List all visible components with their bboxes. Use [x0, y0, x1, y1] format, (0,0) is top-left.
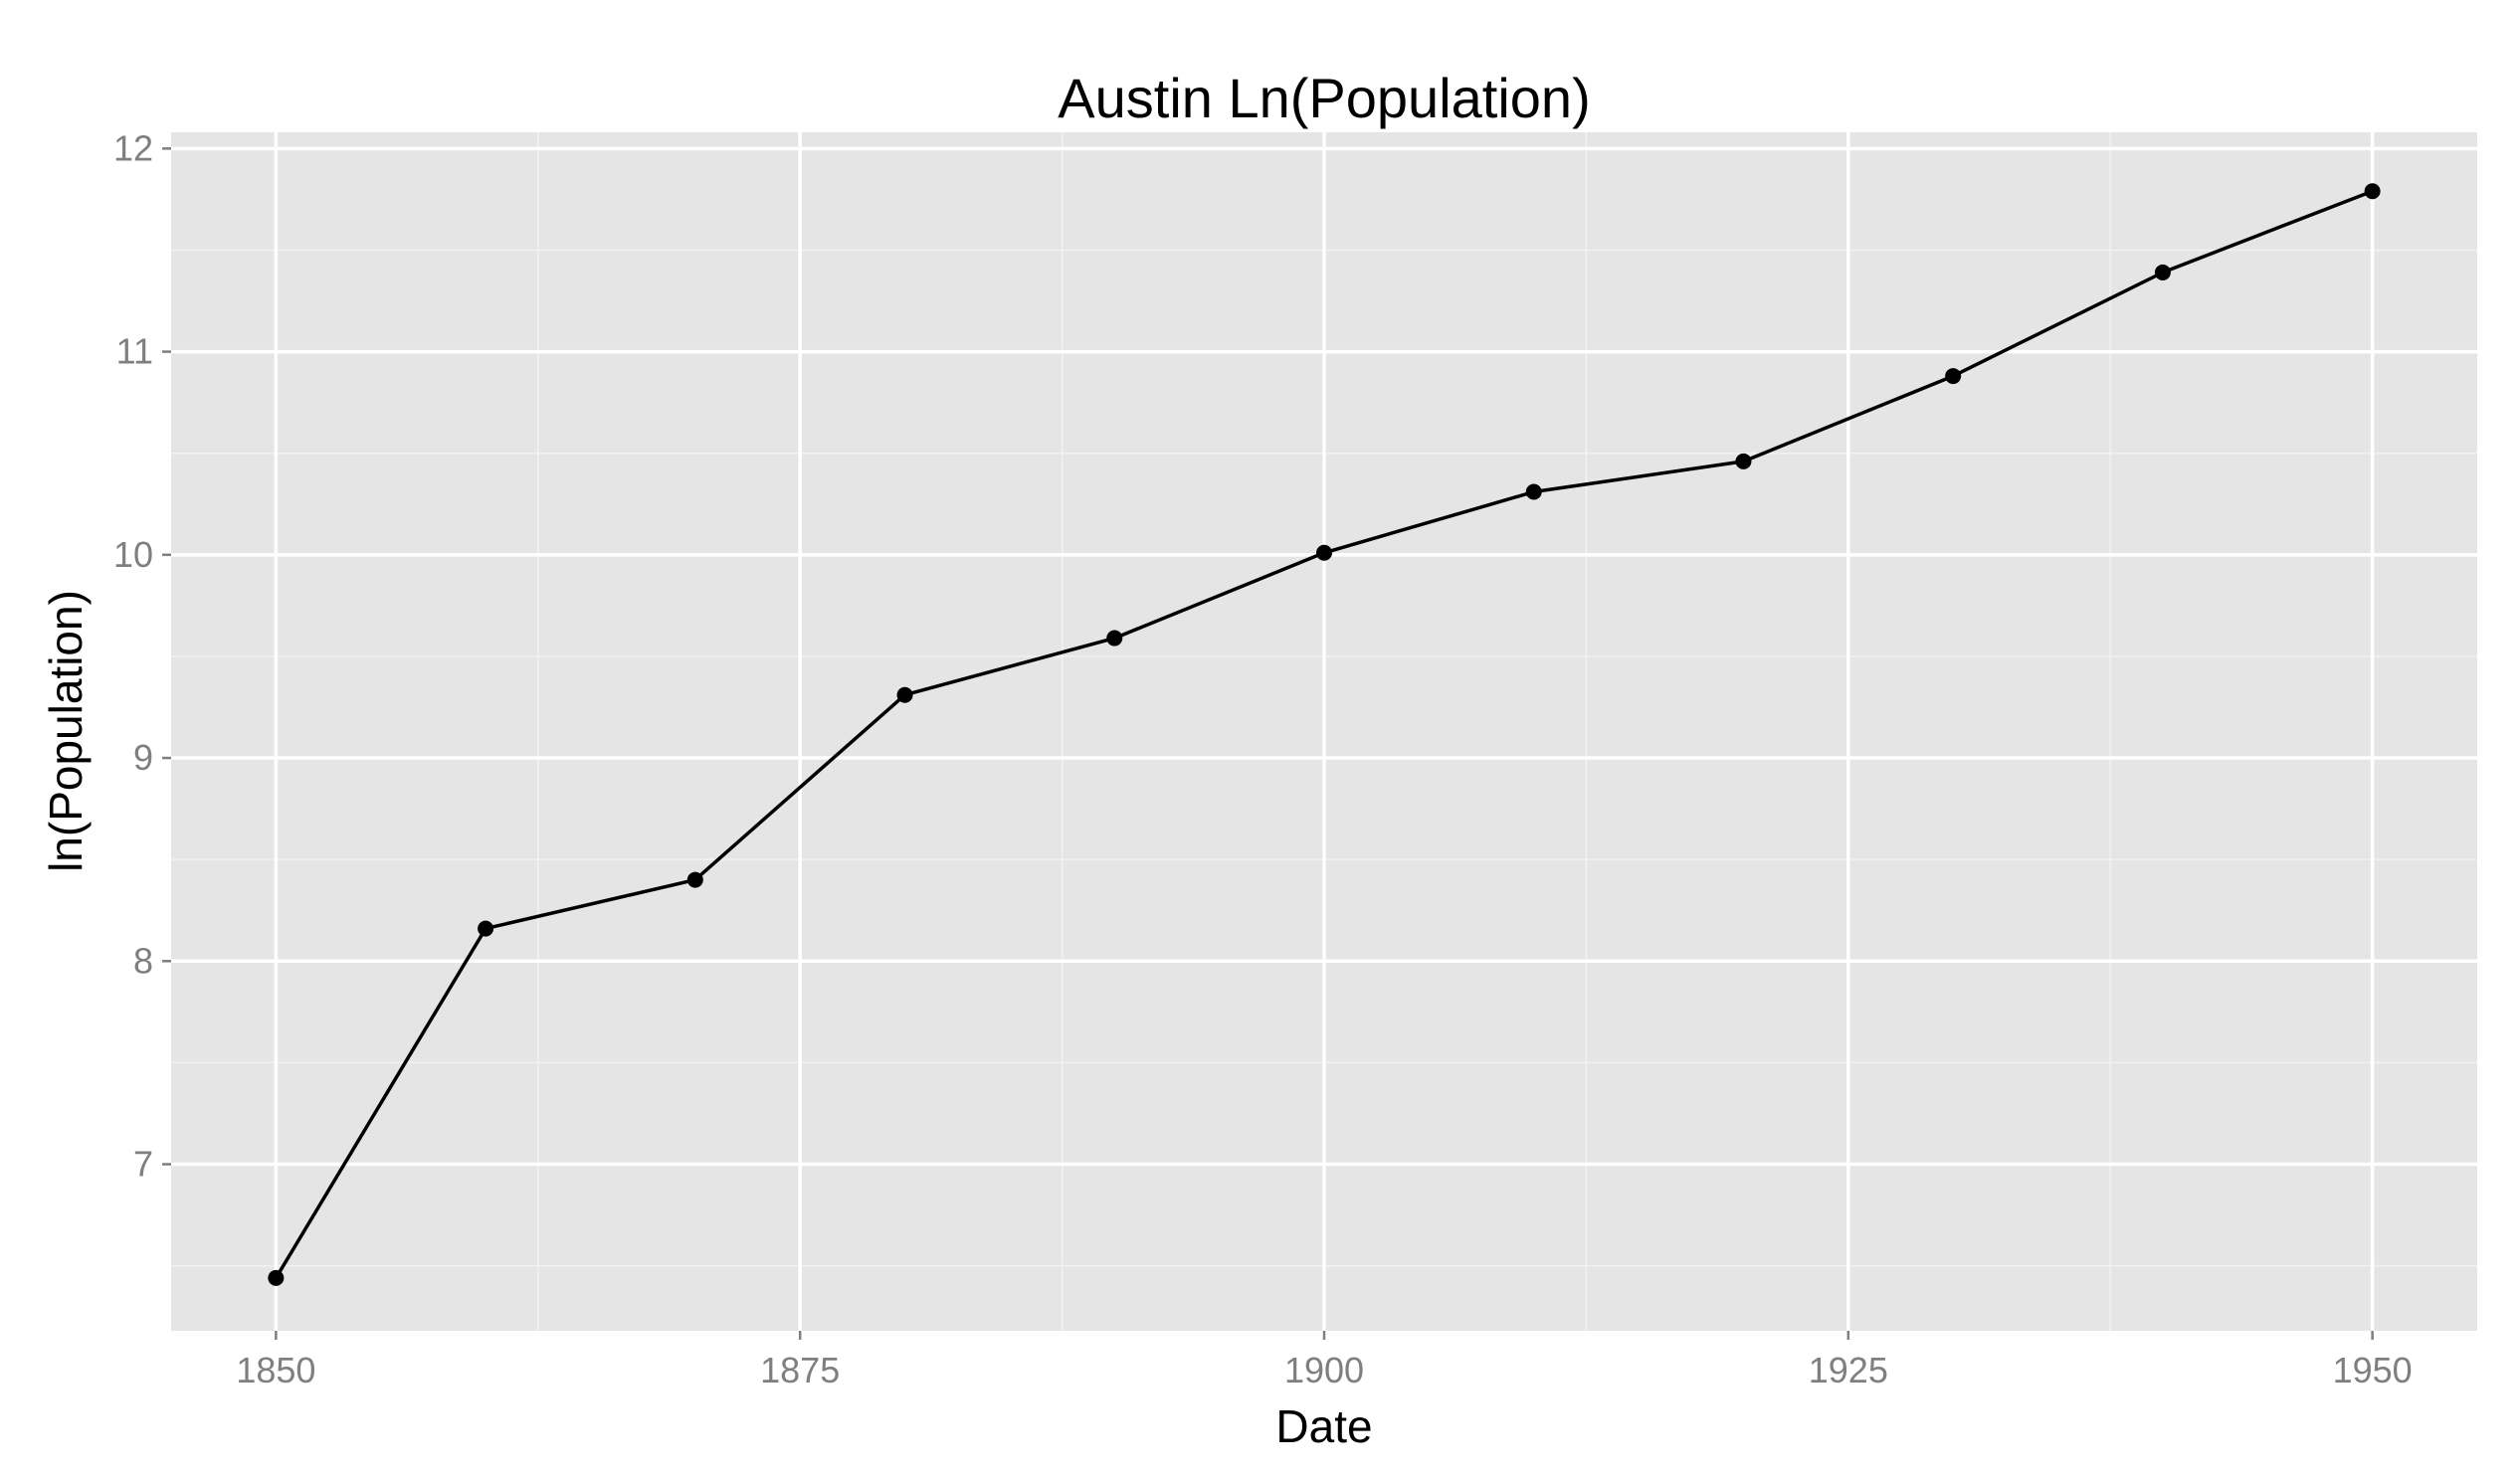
y-axis-title: ln(Population): [40, 590, 92, 872]
data-point: [1525, 483, 1542, 500]
data-point: [1735, 453, 1752, 469]
x-tick-label: 1850: [236, 1350, 315, 1390]
x-tick-label: 1950: [2333, 1350, 2413, 1390]
y-tick-label: 10: [113, 534, 153, 575]
data-point: [686, 871, 703, 888]
x-tick-labels: 1850 1875 1900 1925 1950: [236, 1350, 2412, 1390]
data-point: [1945, 368, 1962, 385]
y-tick-labels: 7 8 9 10 11 12: [113, 127, 153, 1184]
y-tick-label: 11: [116, 331, 153, 372]
data-point: [268, 1269, 285, 1286]
y-tick-label: 12: [113, 127, 153, 168]
y-tick-label: 7: [133, 1144, 153, 1185]
chart-title: Austin Ln(Population): [1058, 67, 1590, 129]
data-point: [896, 686, 913, 703]
data-point: [1316, 544, 1332, 561]
x-tick-label: 1900: [1284, 1350, 1364, 1390]
x-tick-label: 1875: [760, 1350, 840, 1390]
data-point: [478, 920, 494, 937]
data-points: [268, 183, 2381, 1286]
axis-ticks: [162, 147, 2374, 1340]
data-point: [2154, 264, 2171, 280]
y-tick-label: 8: [133, 940, 153, 981]
data-point: [1106, 630, 1123, 647]
y-tick-label: 9: [133, 737, 153, 778]
data-point: [2364, 183, 2381, 200]
x-tick-label: 1925: [1809, 1350, 1888, 1390]
x-axis-title: Date: [1275, 1400, 1372, 1452]
